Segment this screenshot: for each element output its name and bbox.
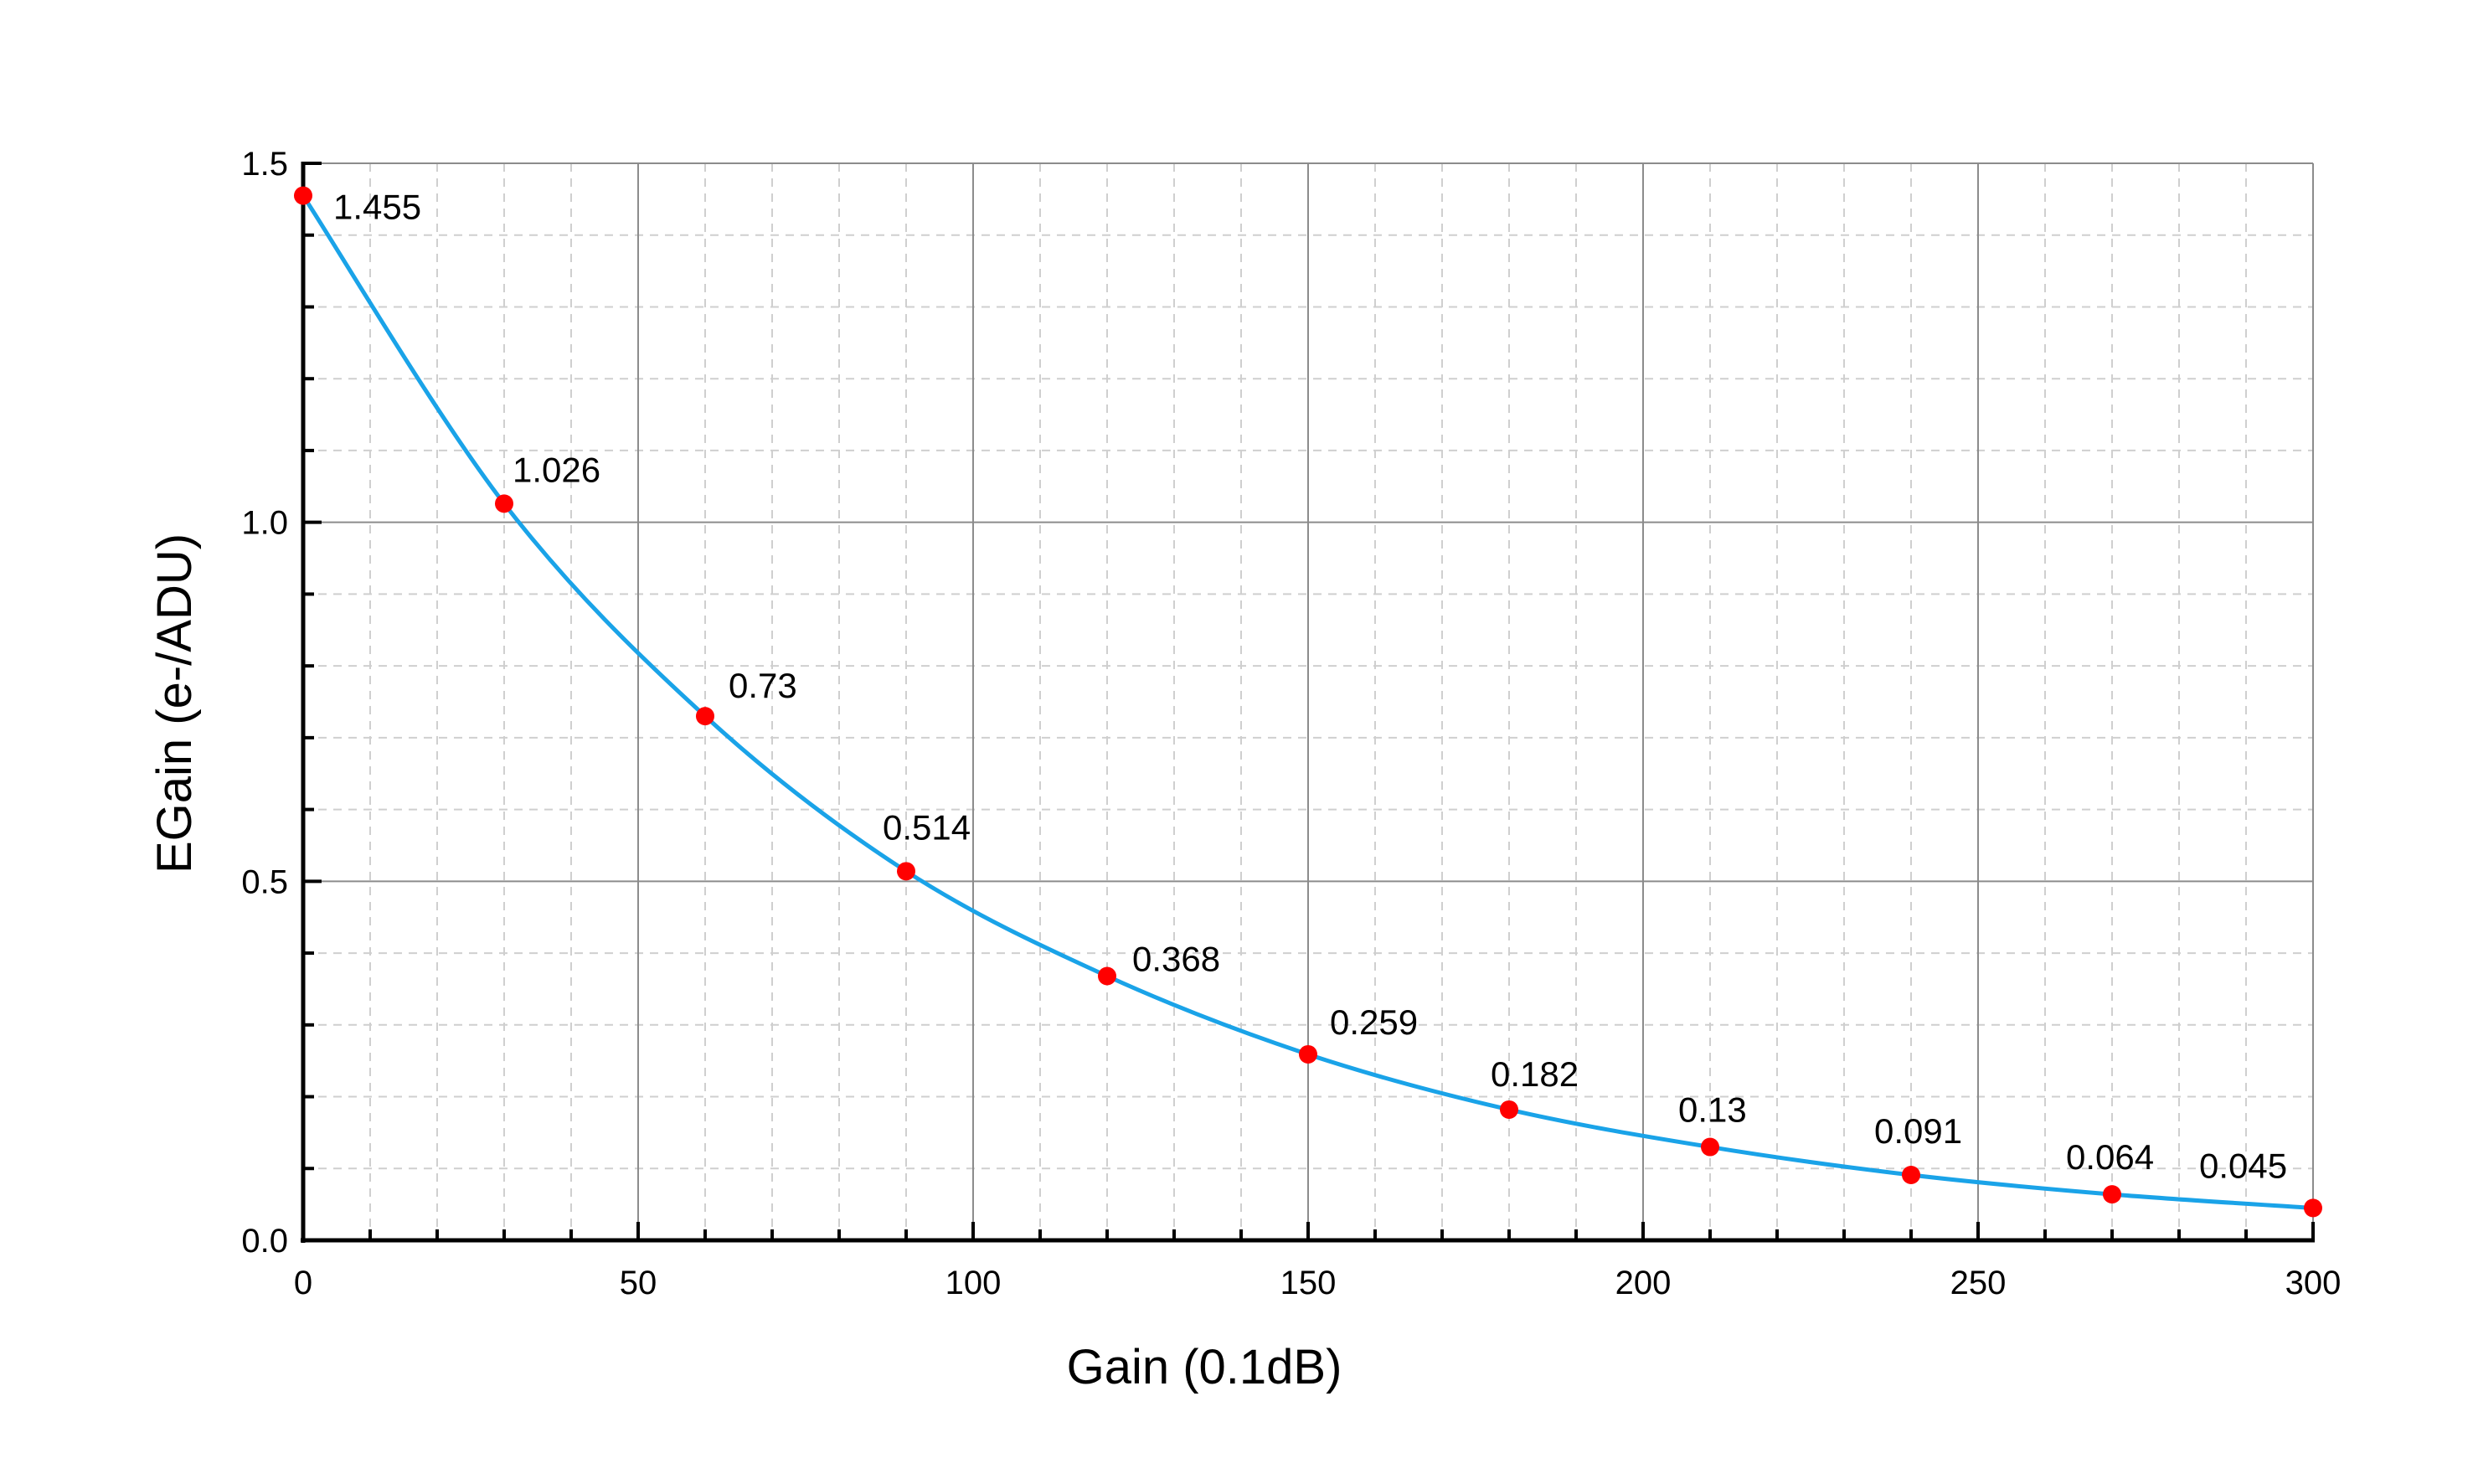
y-tick-label: 0.5 (241, 863, 288, 900)
data-label: 0.091 (1874, 1111, 1962, 1151)
data-label: 0.514 (883, 807, 971, 847)
data-point (495, 494, 513, 513)
data-point (1500, 1100, 1518, 1119)
x-tick-label: 300 (2285, 1265, 2342, 1301)
x-axis-title: Gain (0.1dB) (1067, 1340, 1342, 1394)
data-label: 1.455 (333, 188, 421, 227)
x-tick-label: 250 (1950, 1265, 2007, 1301)
y-tick-label: 1.5 (241, 146, 288, 183)
data-point (294, 186, 312, 205)
data-point (696, 707, 714, 726)
data-label: 0.259 (1330, 1002, 1418, 1042)
data-label: 0.73 (729, 666, 797, 705)
data-label: 0.045 (2199, 1146, 2287, 1185)
series-line (301, 194, 2314, 1210)
data-labels: 1.455 1.026 0.73 0.514 0.368 0.259 0.182 0.13 0.… (333, 188, 2287, 1186)
y-tick-label: 0.0 (241, 1223, 288, 1260)
data-point (897, 862, 915, 881)
data-label: 0.182 (1491, 1054, 1579, 1094)
data-point (1902, 1165, 1920, 1184)
axis-ticks (301, 162, 2315, 1242)
data-label: 0.13 (1678, 1090, 1747, 1130)
x-tick-label: 150 (1280, 1265, 1337, 1301)
x-tick-label: 50 (620, 1265, 657, 1301)
y-tick-label: 1.0 (241, 505, 288, 542)
data-point (1299, 1044, 1317, 1064)
x-tick-label: 0 (294, 1265, 312, 1301)
major-grid (303, 163, 2313, 1240)
data-point (2304, 1198, 2322, 1218)
data-point (1701, 1137, 1719, 1157)
y-axis-title: EGain (e-/ADU) (147, 533, 202, 873)
data-label: 0.064 (2066, 1137, 2154, 1177)
data-point (1098, 966, 1116, 986)
x-tick-label: 200 (1615, 1265, 1672, 1301)
x-tick-label: 100 (945, 1265, 1002, 1301)
tick-labels: 0 50 100 150 200 250 300 0.0 0.5 1.0 1.5 (241, 146, 2341, 1301)
series-line-group (301, 194, 2314, 1210)
data-point (2103, 1185, 2121, 1204)
data-markers (294, 186, 2322, 1218)
data-label: 1.026 (513, 450, 600, 489)
data-label: 0.368 (1132, 940, 1220, 979)
